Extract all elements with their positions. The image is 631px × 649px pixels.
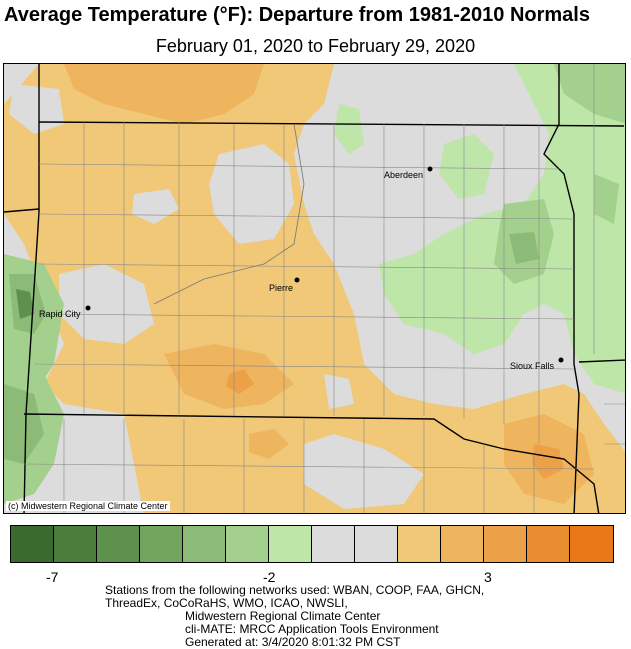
footer-line: cli-MATE: MRCC Application Tools Environ… bbox=[185, 622, 439, 636]
legend-swatch bbox=[269, 526, 312, 562]
legend-swatch bbox=[226, 526, 269, 562]
legend-swatch bbox=[183, 526, 226, 562]
legend-swatch bbox=[355, 526, 398, 562]
neutral-pockets bbox=[9, 84, 424, 509]
legend-tick-label: -7 bbox=[46, 569, 59, 585]
warm-departure-areas bbox=[4, 64, 625, 513]
city-label-pierre: Pierre bbox=[269, 283, 294, 293]
aberdeen-dot bbox=[427, 166, 433, 172]
legend-tick-label: 3 bbox=[484, 569, 492, 585]
legend-swatch bbox=[312, 526, 355, 562]
legend-swatch bbox=[398, 526, 441, 562]
pierre-dot bbox=[294, 277, 300, 283]
legend-swatch bbox=[54, 526, 97, 562]
sioux-falls-dot bbox=[558, 357, 564, 363]
color-legend bbox=[10, 525, 614, 563]
date-range-subtitle: February 01, 2020 to February 29, 2020 bbox=[155, 36, 476, 56]
county-lines bbox=[23, 64, 625, 513]
legend-swatch bbox=[570, 526, 613, 562]
footer-line: Midwestern Regional Climate Center bbox=[185, 609, 381, 623]
legend-swatch bbox=[97, 526, 140, 562]
legend-swatch bbox=[441, 526, 484, 562]
state-borders bbox=[4, 64, 625, 513]
legend-swatch bbox=[140, 526, 183, 562]
city-label-sioux-falls: Sioux Falls bbox=[510, 361, 555, 371]
temperature-departure-map: Aberdeen Pierre Rapid City Sioux Falls (… bbox=[3, 63, 626, 514]
footer-line: Stations from the following networks use… bbox=[105, 583, 485, 597]
map-canvas bbox=[4, 64, 625, 513]
legend-tick-label: -2 bbox=[263, 569, 276, 585]
footer-line: Generated at: 3/4/2020 8:01:32 PM CST bbox=[185, 635, 401, 649]
city-label-rapid-city: Rapid City bbox=[39, 309, 81, 319]
footer-line: ThreadEx, CoCoRaHS, WMO, ICAO, NWSLI, bbox=[105, 596, 348, 610]
footer-notes: Stations from the following networks use… bbox=[0, 584, 631, 649]
city-label-aberdeen: Aberdeen bbox=[384, 170, 424, 180]
rapid-city-dot bbox=[85, 305, 91, 311]
legend-swatch bbox=[11, 526, 54, 562]
missouri-river bbox=[153, 123, 305, 305]
map-credit: (c) Midwestern Regional Climate Center bbox=[6, 501, 170, 511]
legend-swatch bbox=[527, 526, 570, 562]
map-title: Average Temperature (°F): Departure from… bbox=[4, 4, 590, 26]
legend-swatch bbox=[484, 526, 527, 562]
